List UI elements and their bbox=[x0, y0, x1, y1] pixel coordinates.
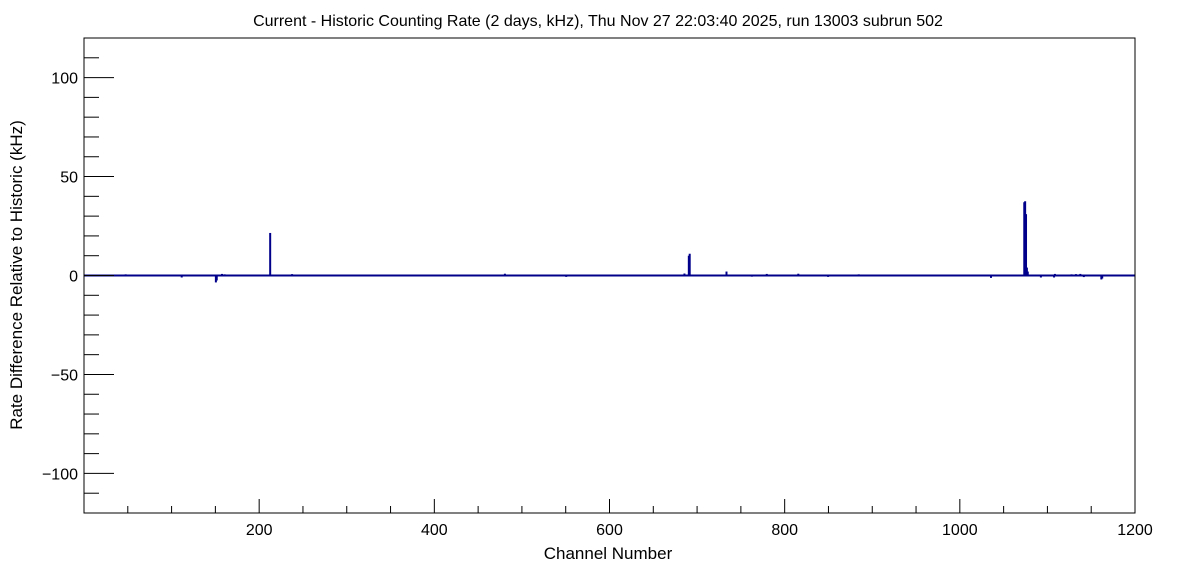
chart-title: Current - Historic Counting Rate (2 days… bbox=[253, 13, 943, 30]
plot-frame bbox=[83, 37, 1136, 514]
axis-ticks: 200 400 600 800 1000 1200 −100 −50 0 50 100 bbox=[42, 57, 1153, 539]
plot-area bbox=[84, 201, 1135, 283]
x-tick-label: 1200 bbox=[1117, 522, 1153, 539]
x-tick-label: 400 bbox=[421, 522, 448, 539]
y-tick-label: 50 bbox=[60, 170, 78, 187]
y-axis-label: Rate Difference Relative to Historic (kH… bbox=[7, 120, 26, 430]
y-tick-label: −100 bbox=[42, 466, 78, 483]
x-tick-label: 200 bbox=[246, 522, 273, 539]
x-axis-label: Channel Number bbox=[544, 544, 673, 563]
y-tick-label: 0 bbox=[69, 269, 78, 286]
x-tick-label: 800 bbox=[771, 522, 798, 539]
x-tick-label: 1000 bbox=[942, 522, 978, 539]
y-tick-label: 100 bbox=[51, 71, 78, 88]
x-tick-label: 600 bbox=[596, 522, 623, 539]
y-tick-label: −50 bbox=[51, 367, 78, 384]
